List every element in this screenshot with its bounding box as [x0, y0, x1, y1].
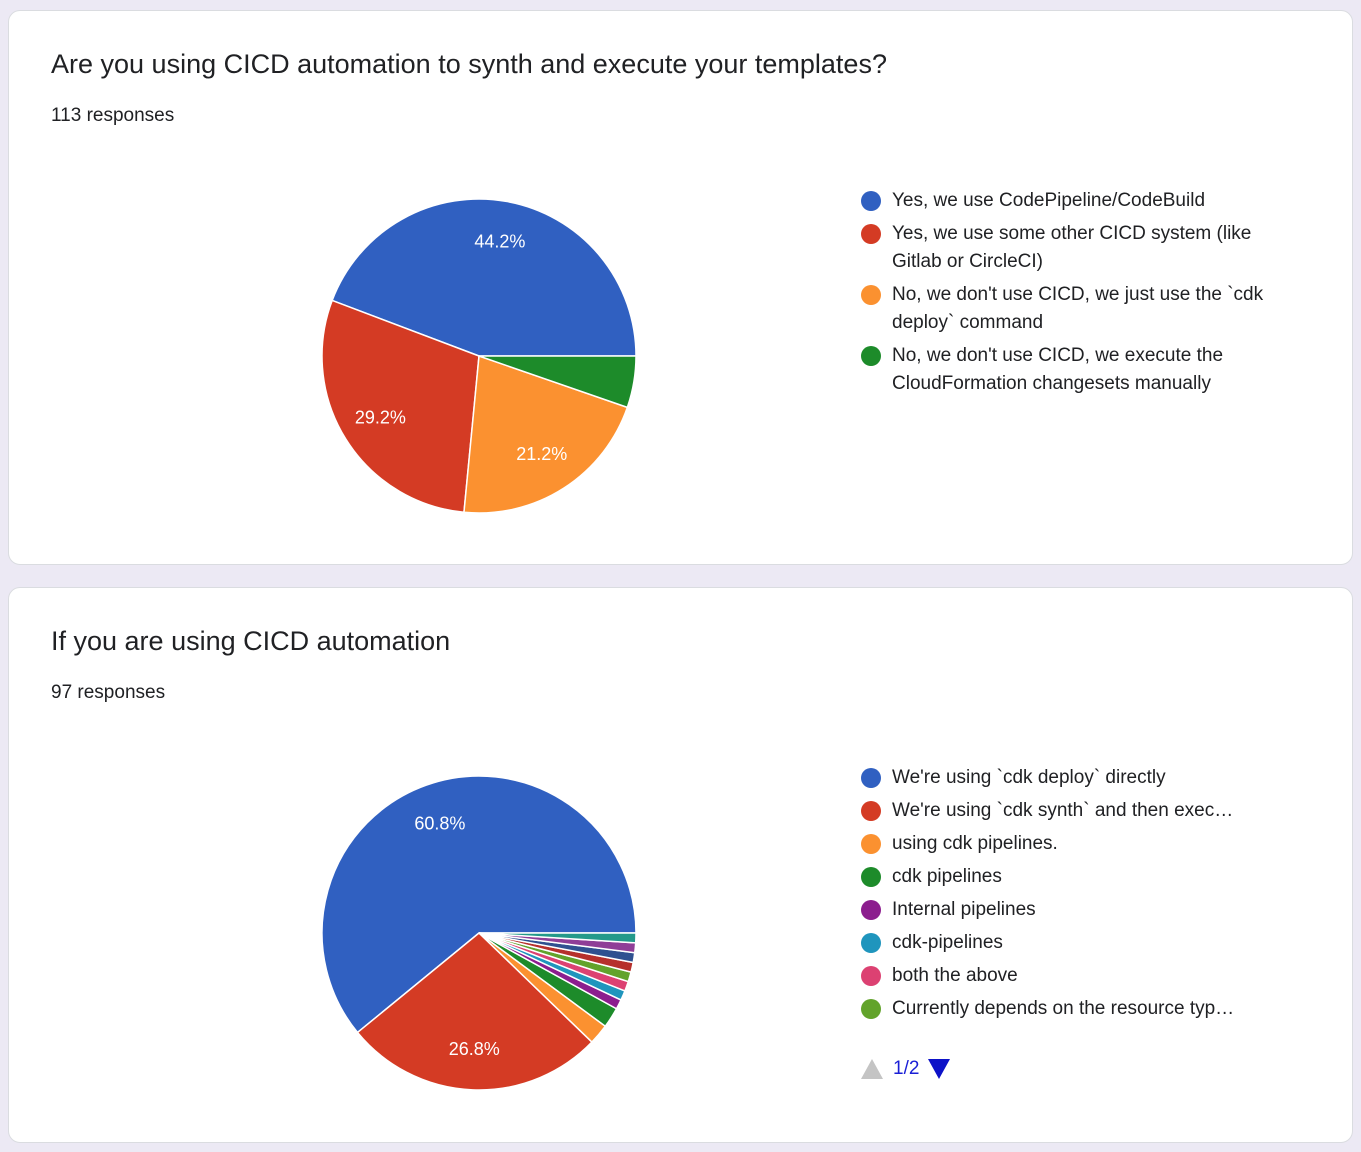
- legend-page-indicator: 1/2: [893, 1058, 920, 1079]
- legend-label: Currently depends on the resource typ…: [892, 998, 1235, 1019]
- next-page-icon[interactable]: [928, 1059, 951, 1079]
- legend-label: both the above: [892, 965, 1018, 986]
- legend-label: We're using `cdk synth` and then exec…: [892, 800, 1234, 821]
- legend-label: Yes, we use CodePipeline/CodeBuild: [892, 190, 1206, 211]
- legend-item[interactable]: Yes, we use some other CICD system (like…: [861, 220, 1281, 276]
- pie-slice[interactable]: [478, 355, 637, 409]
- response-count: 97 responses: [51, 682, 166, 703]
- legend-swatch: [861, 191, 881, 211]
- legend-label: No, we don't use CICD, we just use the `…: [892, 284, 1264, 333]
- question-card: Are you using CICD automation to synth a…: [8, 10, 1353, 565]
- question-title: If you are using CICD automation: [51, 626, 451, 656]
- chart-legend: We're using `cdk deploy` directly We're …: [861, 764, 1281, 1028]
- pie-chart: 44.2% 29.2% 21.2%: [321, 198, 637, 514]
- legend-swatch: [861, 900, 881, 920]
- question-card: If you are using CICD automation 97 resp…: [8, 587, 1353, 1143]
- legend-swatch: [861, 867, 881, 887]
- legend-swatch: [861, 933, 881, 953]
- chart-legend: Yes, we use CodePipeline/CodeBuild Yes, …: [861, 187, 1281, 403]
- legend-item[interactable]: Internal pipelines: [861, 896, 1281, 924]
- legend-swatch: [861, 999, 881, 1019]
- legend-pager: 1/2: [861, 1058, 951, 1080]
- legend-item[interactable]: cdk pipelines: [861, 863, 1281, 891]
- previous-page-icon[interactable]: [861, 1059, 883, 1079]
- pie-slice[interactable]: [463, 354, 629, 514]
- legend-label: cdk-pipelines: [892, 932, 1003, 953]
- response-count: 113 responses: [51, 105, 175, 126]
- legend-item[interactable]: No, we don't use CICD, we execute the Cl…: [861, 342, 1281, 398]
- legend-item[interactable]: Yes, we use CodePipeline/CodeBuild: [861, 187, 1281, 215]
- pie-slice[interactable]: [478, 932, 637, 944]
- legend-item[interactable]: We're using `cdk deploy` directly: [861, 764, 1281, 792]
- pie-slice[interactable]: [321, 775, 637, 1034]
- slice-label: 21.2%: [516, 444, 567, 464]
- legend-swatch: [861, 768, 881, 788]
- legend-item[interactable]: both the above: [861, 962, 1281, 990]
- legend-label: using cdk pipelines.: [892, 833, 1058, 854]
- legend-item[interactable]: We're using `cdk synth` and then exec…: [861, 797, 1281, 825]
- legend-label: We're using `cdk deploy` directly: [892, 767, 1166, 788]
- legend-label: Yes, we use some other CICD system (like…: [892, 223, 1252, 272]
- legend-label: No, we don't use CICD, we execute the Cl…: [892, 345, 1224, 394]
- pie-slice[interactable]: [356, 931, 593, 1091]
- legend-swatch: [861, 346, 881, 366]
- legend-swatch: [861, 285, 881, 305]
- question-title: Are you using CICD automation to synth a…: [51, 49, 887, 79]
- legend-label: Internal pipelines: [892, 899, 1036, 920]
- pie-chart: 60.8% 26.8%: [321, 775, 637, 1091]
- legend-item[interactable]: cdk-pipelines: [861, 929, 1281, 957]
- pie-slice[interactable]: [321, 299, 480, 514]
- slice-label: 29.2%: [355, 407, 406, 427]
- legend-swatch: [861, 834, 881, 854]
- legend-item[interactable]: No, we don't use CICD, we just use the `…: [861, 281, 1281, 337]
- pie-slice[interactable]: [331, 198, 637, 357]
- legend-swatch: [861, 224, 881, 244]
- slice-label: 26.8%: [449, 1039, 500, 1059]
- slice-label: 60.8%: [414, 814, 465, 834]
- legend-swatch: [861, 801, 881, 821]
- legend-item[interactable]: Currently depends on the resource typ…: [861, 995, 1281, 1023]
- legend-swatch: [861, 966, 881, 986]
- legend-label: cdk pipelines: [892, 866, 1002, 887]
- slice-label: 44.2%: [474, 232, 525, 252]
- legend-item[interactable]: using cdk pipelines.: [861, 830, 1281, 858]
